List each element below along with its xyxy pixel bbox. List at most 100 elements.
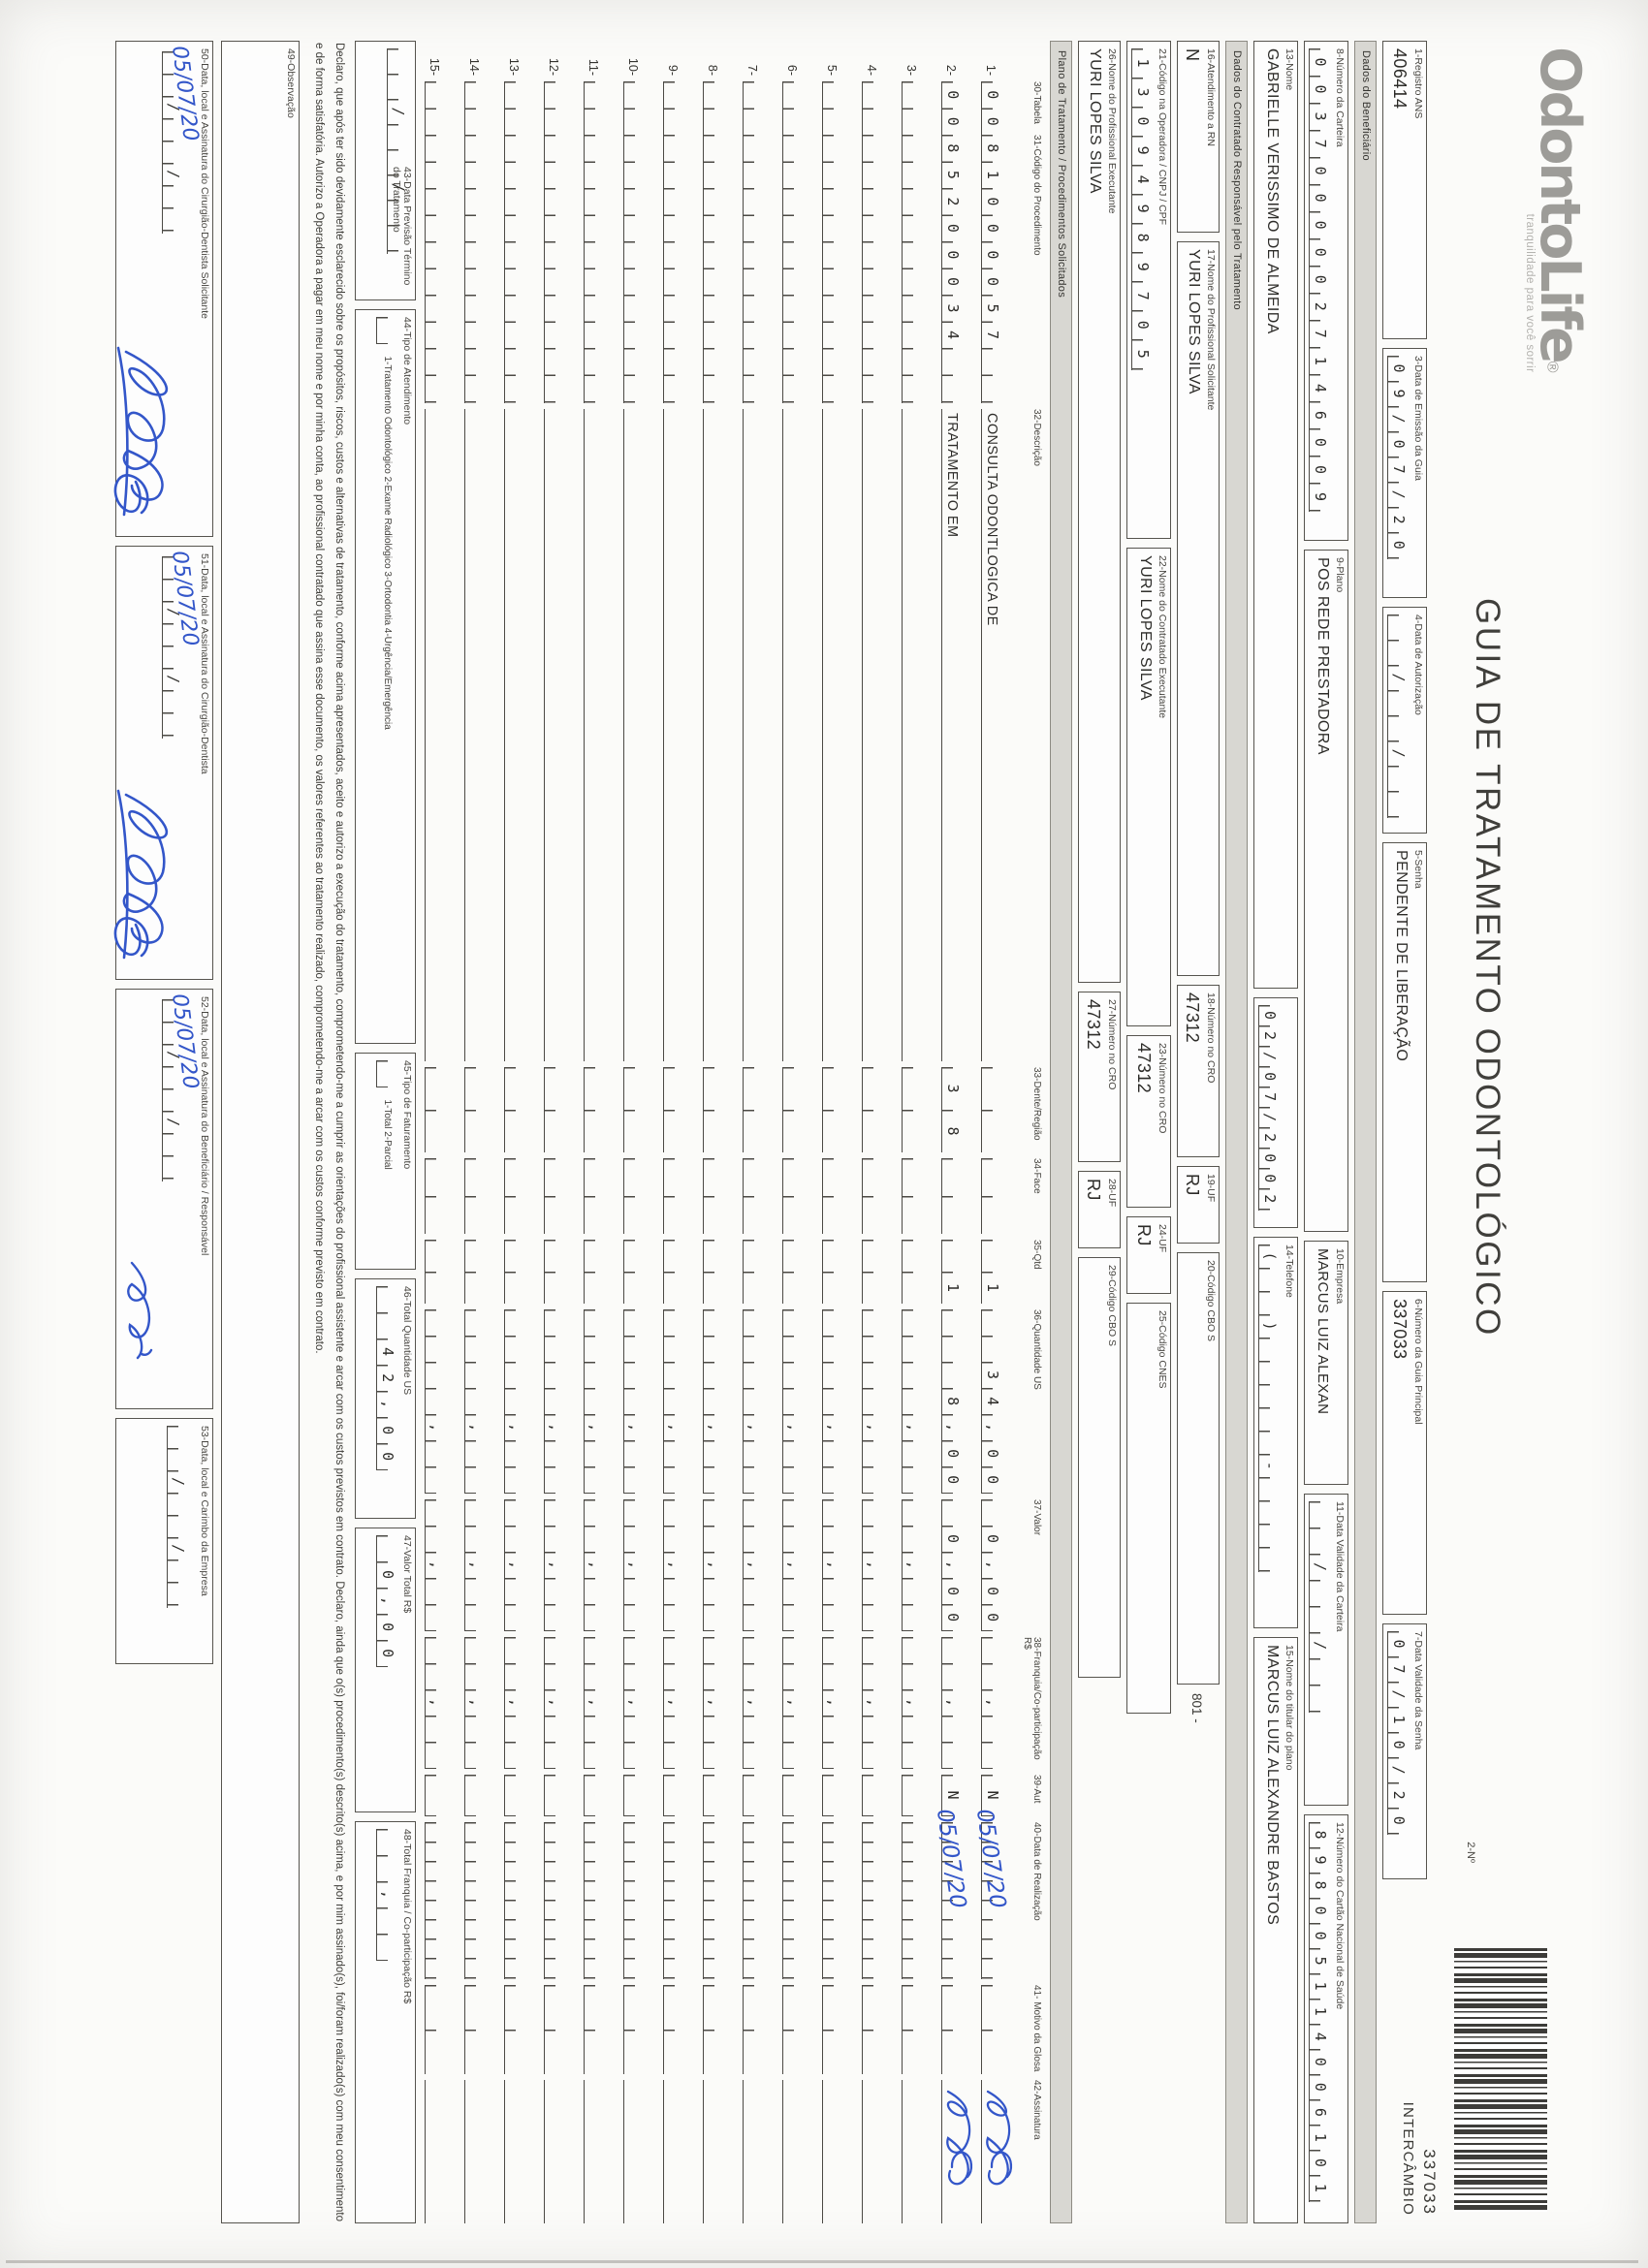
- assinatura-cell: [662, 2080, 685, 2223]
- field-23-numero-cro: 23-Número no CRO 47312: [1125, 1035, 1171, 1208]
- aut-cell: [742, 1775, 765, 1816]
- motivo-glosa-cell: [463, 1985, 487, 2074]
- quantidade-us-cells: ,: [662, 1309, 685, 1494]
- motivo-glosa-cell: [503, 1985, 526, 2074]
- data-previsao-value: / /: [389, 56, 407, 259]
- barcode-caption: INTERCÂMBIO: [1400, 2101, 1416, 2216]
- descricao-cell: CONSULTA ODONTLOGICA DE: [980, 409, 1003, 1061]
- aut-cell: [901, 1775, 924, 1816]
- field-45-tipo-faturamento: 45-Tipo de Faturamento 1-Total 2-Parcial: [354, 1053, 416, 1270]
- franquia-cells: ,: [781, 1637, 805, 1769]
- qtd-cell: [781, 1240, 805, 1304]
- empresa-value: MARCUS LUIZ ALEXAN: [1314, 1248, 1331, 1415]
- dente-cell: [503, 1067, 526, 1152]
- handwritten-signature-icon: [114, 789, 169, 960]
- gto-form: OdontoLife® tranquilidade para você sorr…: [110, 41, 1600, 2223]
- field-20-codigo-cbo: 20-Código CBO S: [1176, 1252, 1220, 1685]
- tipo-faturamento-cell: [375, 1060, 398, 1087]
- face-cell: [940, 1158, 964, 1234]
- handwritten-signature-icon: [114, 346, 169, 517]
- numero-cro-18-value: 47312: [1182, 992, 1202, 1044]
- aut-cell: [583, 1775, 606, 1816]
- data-realizacao-cells: / /: [463, 1822, 487, 1979]
- dente-cell: [583, 1067, 606, 1152]
- valor-cells: ,: [861, 1499, 884, 1631]
- valor-cells: 0,00: [980, 1499, 1003, 1639]
- assinatura-cell: [940, 2080, 973, 2223]
- field-1-registro-ans: 1-Registro ANS 406414: [1381, 41, 1427, 339]
- handwritten-signature-icon: [946, 2090, 973, 2186]
- row-spacer: [1078, 1686, 1121, 2223]
- row-registro: 1-Registro ANS 406414 3-Data de Emissão …: [1381, 41, 1427, 2223]
- quantidade-us-cells: ,: [901, 1309, 924, 1494]
- aut-cell: [622, 1775, 646, 1816]
- motivo-glosa-cell: [781, 1985, 805, 2074]
- uf-24-value: RJ: [1133, 1224, 1154, 1246]
- form-header: OdontoLife® tranquilidade para você sorr…: [1400, 41, 1600, 2223]
- franquia-cells: ,: [702, 1637, 725, 1769]
- procedure-row: 11- , , , / /: [581, 41, 620, 2223]
- descricao-cell: [702, 409, 725, 1061]
- field-26-profissional-executante: 26-Nome do Profissional Executante YURI …: [1077, 41, 1121, 983]
- field-47-valor-total: 47-Valor Total R$ 0,00: [354, 1528, 416, 1812]
- descricao-cell: [742, 409, 765, 1061]
- codigo-cells: [463, 81, 487, 403]
- codigo-cells: [781, 81, 805, 403]
- numero-guia-principal-value: 337033: [1389, 1299, 1410, 1360]
- col-38-franquia: 38-Franquia/Co-participação R$: [1021, 1637, 1042, 1760]
- data-emissao-value: 09/07/20: [1389, 363, 1408, 566]
- field-46-total-quantidade-us: 46-Total Quantidade US 42,00: [354, 1278, 416, 1519]
- aut-cell: [821, 1775, 844, 1816]
- total-quantidade-us-value: 42,00: [378, 1295, 396, 1479]
- dente-cell: [980, 1067, 1003, 1152]
- form-title: GUIA DE TRATAMENTO ODONTOLÓGICO: [1469, 598, 1506, 1338]
- row-number: 15-: [427, 57, 441, 76]
- codigo-cells: [821, 81, 844, 403]
- motivo-glosa-cell: [861, 1985, 884, 2074]
- field-13-nome: 13-Nome GABRIELLE VERISSIMO DE ALMEIDA: [1252, 41, 1298, 989]
- logo-wordmark: OdontoLife: [1528, 47, 1592, 362]
- data-realizacao-cells: / /: [503, 1822, 526, 1979]
- field-44-tipo-atendimento: 44-Tipo de Atendimento 1-Tratamento Odon…: [354, 309, 416, 1044]
- descricao-cell: [424, 409, 447, 1061]
- field-16-atendimento-rn: 16-Atendimento a RN N: [1176, 41, 1220, 233]
- motivo-glosa-cell: [821, 1985, 844, 2074]
- face-cell: [742, 1158, 765, 1234]
- procedure-row: 14- , , , / /: [461, 41, 501, 2223]
- codigo-operadora-value: 13094989705: [1133, 58, 1152, 379]
- contratado-executante-value: YURI LOPES SILVA: [1136, 555, 1154, 701]
- codigo-cells: [901, 81, 924, 403]
- qtd-cell: 1: [980, 1240, 1003, 1315]
- barcode-block: 337033 INTERCÂMBIO: [1400, 1948, 1547, 2216]
- motivo-glosa-cell: [901, 1985, 924, 2074]
- data-realizacao-cells: / /: [662, 1822, 685, 1979]
- procedure-row: 13- , , , / /: [501, 41, 541, 2223]
- procedure-row: 4- , , , / /: [859, 41, 899, 2223]
- uf-28-value: RJ: [1083, 1179, 1103, 1201]
- row-number: 5-: [824, 64, 839, 76]
- aut-cell: [543, 1775, 566, 1816]
- row-number: 3-: [903, 64, 918, 76]
- field-43-data-previsao-termino: 43-Data Previsão Término do Tratamento /…: [354, 41, 416, 300]
- codigo-cells: [662, 81, 685, 403]
- section-plano-tratamento: Plano de Tratamento / Procedimentos Soli…: [1049, 41, 1072, 2223]
- data-cells: / /: [167, 1426, 190, 1608]
- field-25-codigo-cnes: 25-Código CNES: [1125, 1303, 1171, 1714]
- procedure-row: 7- , , , / /: [740, 41, 779, 2223]
- field-14-telefone: 14-Telefone ( ) -: [1252, 1237, 1298, 1628]
- assinatura-cell: [821, 2080, 844, 2223]
- odontolife-logo: OdontoLife® tranquilidade para você sorr…: [1524, 47, 1592, 373]
- field-19-uf: 19-UF RJ: [1176, 1166, 1220, 1244]
- quantidade-us-cells: ,: [543, 1309, 566, 1494]
- procedure-row: 1- 0081000057 CONSULTA ODONTLOGICA DE 1 …: [971, 41, 1018, 2223]
- descricao-cell: [463, 409, 487, 1061]
- valor-cells: ,: [901, 1499, 924, 1631]
- assinatura-cell: [503, 2080, 526, 2223]
- qtd-cell: [543, 1240, 566, 1304]
- valor-cells: ,: [742, 1499, 765, 1631]
- row-solicitante: 16-Atendimento a RN N 17-Nome do Profiss…: [1176, 41, 1220, 2223]
- quantidade-us-cells: ,: [463, 1309, 487, 1494]
- quantidade-us-cells: ,: [781, 1309, 805, 1494]
- face-cell: [702, 1158, 725, 1234]
